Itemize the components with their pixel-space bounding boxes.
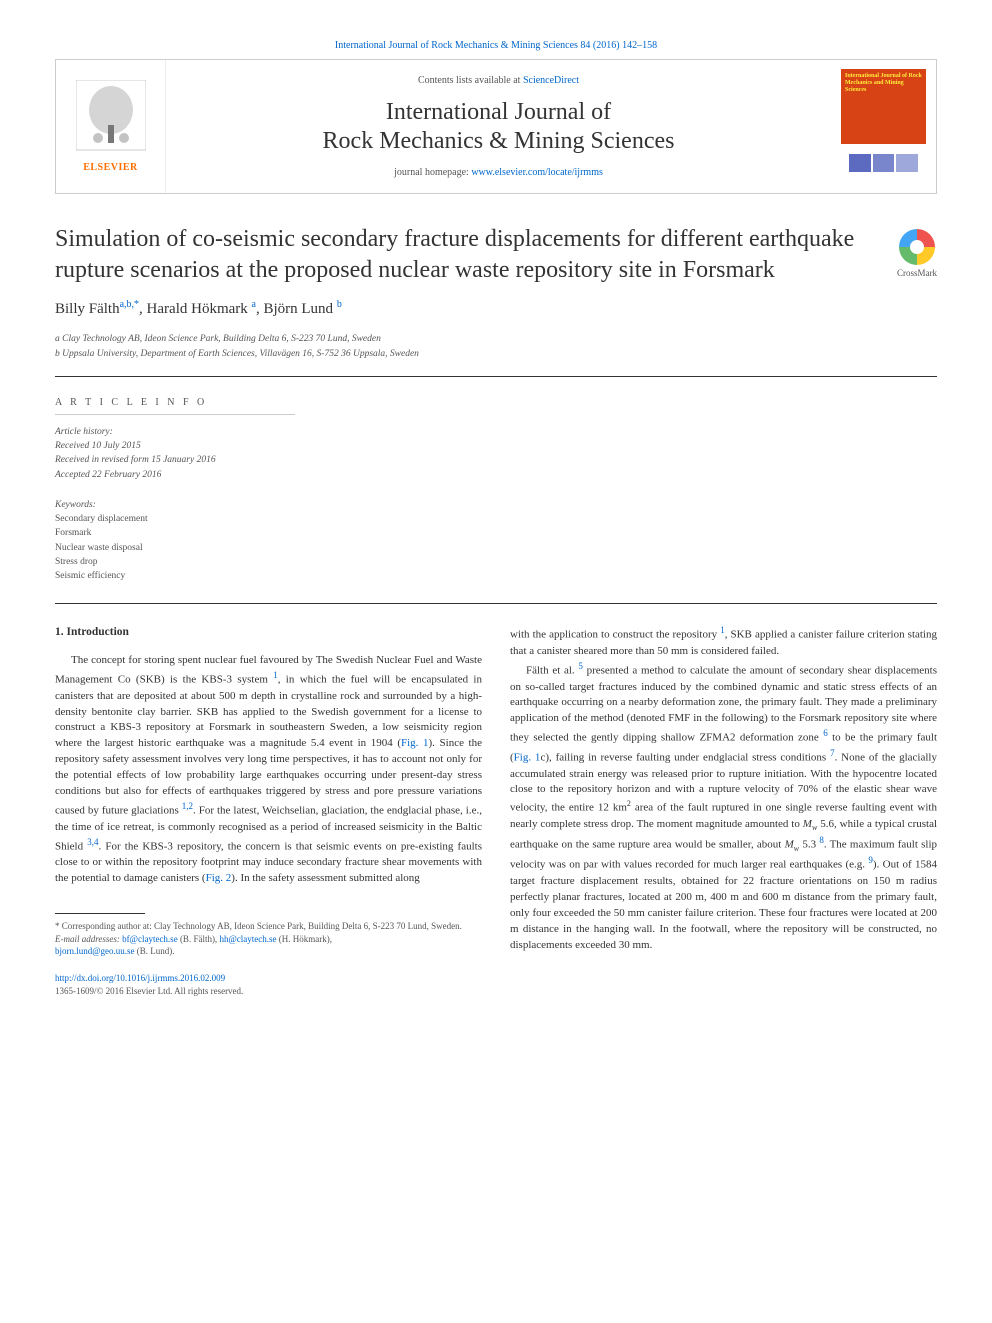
main-content: 1. Introduction The concept for storing … — [55, 624, 937, 997]
content-column-left: 1. Introduction The concept for storing … — [55, 624, 482, 997]
title-section: Simulation of co-seismic secondary fract… — [55, 224, 937, 285]
article-info-row: A R T I C L E I N F O Article history: R… — [55, 397, 937, 584]
contents-prefix: Contents lists available at — [418, 75, 523, 86]
text-run: ). Out of 1584 target fracture displacem… — [510, 859, 937, 951]
email-name: (B. Lund). — [135, 946, 175, 956]
doi-section: http://dx.doi.org/10.1016/j.ijrmms.2016.… — [55, 972, 482, 997]
publisher-logo-cell: ELSEVIER — [56, 60, 166, 193]
doi-link[interactable]: http://dx.doi.org/10.1016/j.ijrmms.2016.… — [55, 972, 482, 985]
figure-ref[interactable]: Fig. 2 — [206, 872, 232, 884]
author-2: , Harald Hökmark — [139, 301, 248, 317]
affiliations: a Clay Technology AB, Ideon Science Park… — [55, 332, 937, 361]
content-column-right: with the application to construct the re… — [510, 624, 937, 997]
sciencedirect-link[interactable]: ScienceDirect — [523, 75, 579, 86]
author-1: Billy Fälth — [55, 301, 120, 317]
divider-mid — [55, 603, 937, 604]
right-spacer — [330, 397, 937, 584]
homepage-prefix: journal homepage: — [394, 167, 471, 178]
article-history: Article history: Received 10 July 2015 R… — [55, 425, 295, 482]
crossmark-label: CrossMark — [897, 268, 937, 278]
elsevier-tree-icon — [76, 80, 146, 160]
crossmark-icon — [899, 229, 935, 265]
journal-homepage: journal homepage: www.elsevier.com/locat… — [394, 167, 603, 178]
journal-header: ELSEVIER Contents lists available at Sci… — [55, 59, 937, 194]
figure-ref[interactable]: Fig. 1 — [401, 737, 429, 749]
mw-symbol: M — [803, 818, 812, 830]
text-run: 5.3 — [799, 838, 819, 850]
copyright-line: 1365-1609/© 2016 Elsevier Ltd. All right… — [55, 985, 482, 998]
history-accepted: Accepted 22 February 2016 — [55, 468, 295, 482]
email-name: (H. Hökmark), — [276, 934, 332, 944]
keyword-item: Nuclear waste disposal — [55, 541, 295, 555]
figure-ref[interactable]: Fig. 1 — [514, 752, 541, 764]
keyword-item: Secondary displacement — [55, 512, 295, 526]
email-link[interactable]: bf@claytech.se — [122, 934, 178, 944]
paragraph-2: with the application to construct the re… — [510, 624, 937, 660]
keyword-item: Forsmark — [55, 526, 295, 540]
text-run: c), failing in reverse faulting under en… — [540, 752, 830, 764]
email-addresses: E-mail addresses: bf@claytech.se (B. Fäl… — [55, 933, 482, 958]
divider-top — [55, 376, 937, 377]
crossmark-badge[interactable]: CrossMark — [897, 229, 937, 278]
footnotes: * Corresponding author at: Clay Technolo… — [55, 920, 482, 958]
authors-line: Billy Fältha,b,*, Harald Hökmark a, Björ… — [55, 299, 937, 318]
email-link[interactable]: bjorn.lund@geo.uu.se — [55, 946, 135, 956]
article-info-label: A R T I C L E I N F O — [55, 397, 295, 408]
author-1-affil[interactable]: a,b, — [120, 299, 134, 310]
elsevier-logo[interactable]: ELSEVIER — [76, 80, 146, 173]
history-received: Received 10 July 2015 — [55, 439, 295, 453]
journal-name-line2: Rock Mechanics & Mining Sciences — [323, 128, 675, 154]
history-label: Article history: — [55, 425, 295, 439]
keyword-item: Stress drop — [55, 555, 295, 569]
footnote-separator — [55, 913, 145, 914]
email-label: E-mail addresses: — [55, 934, 122, 944]
paragraph-1: The concept for storing spent nuclear fu… — [55, 653, 482, 887]
keywords-label: Keywords: — [55, 498, 295, 512]
email-link[interactable]: hh@claytech.se — [219, 934, 276, 944]
keywords-block: Keywords: Secondary displacement Forsmar… — [55, 498, 295, 584]
corresponding-author-note: * Corresponding author at: Clay Technolo… — [55, 920, 482, 933]
journal-citation[interactable]: International Journal of Rock Mechanics … — [55, 40, 937, 51]
author-3-affil[interactable]: b — [337, 299, 342, 310]
journal-center: Contents lists available at ScienceDirec… — [166, 60, 831, 193]
affiliation-a: a Clay Technology AB, Ideon Science Park… — [55, 332, 937, 347]
journal-cover-cell: International Journal of Rock Mechanics … — [831, 60, 936, 193]
homepage-link[interactable]: www.elsevier.com/locate/ijrmms — [471, 167, 603, 178]
journal-name-line1: International Journal of — [386, 99, 611, 125]
elsevier-wordmark: ELSEVIER — [83, 162, 138, 173]
paragraph-3: Fälth et al. 5 presented a method to cal… — [510, 660, 937, 954]
keyword-item: Seismic efficiency — [55, 569, 295, 583]
text-run: with the application to construct the re… — [510, 629, 720, 641]
affiliation-b: b Uppsala University, Department of Eart… — [55, 347, 937, 362]
article-info-column: A R T I C L E I N F O Article history: R… — [55, 397, 295, 584]
text-run: Fälth et al. — [526, 665, 578, 677]
journal-cover-thumbnail[interactable]: International Journal of Rock Mechanics … — [841, 69, 926, 184]
article-title: Simulation of co-seismic secondary fract… — [55, 224, 897, 285]
citation-ref[interactable]: 1,2 — [182, 801, 193, 811]
citation-ref[interactable]: 3,4 — [87, 837, 98, 847]
journal-name: International Journal of Rock Mechanics … — [323, 98, 675, 156]
section-heading-intro: 1. Introduction — [55, 624, 482, 641]
contents-available: Contents lists available at ScienceDirec… — [418, 75, 579, 86]
text-run: ). In the safety assessment submitted al… — [231, 872, 420, 884]
history-revised: Received in revised form 15 January 2016 — [55, 453, 295, 467]
mw-symbol: M — [785, 838, 794, 850]
author-3: , Björn Lund — [256, 301, 333, 317]
email-name: (B. Fälth), — [178, 934, 220, 944]
article-info-divider — [55, 414, 295, 415]
cover-title-text: International Journal of Rock Mechanics … — [845, 73, 922, 95]
